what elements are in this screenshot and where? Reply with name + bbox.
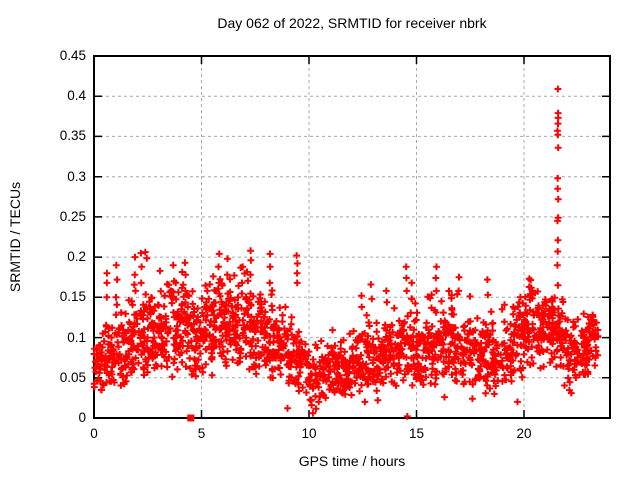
y-tick-label: 0.3 — [67, 168, 86, 184]
y-tick-label: 0.25 — [59, 208, 86, 224]
y-tick-label: 0.45 — [59, 48, 86, 63]
chart-title: Day 062 of 2022, SRMTID for receiver nbr… — [217, 15, 487, 31]
y-axis-label: SRMTID / TECUs — [7, 181, 23, 293]
plot-border — [93, 55, 611, 419]
y-tick-label: 0.1 — [67, 329, 86, 345]
x-tick-label: 15 — [408, 426, 425, 441]
y-tick-label: 0 — [78, 410, 86, 425]
axis-square-marker — [187, 414, 195, 422]
x-tick-label: 20 — [516, 426, 532, 441]
y-tick-label: 0.2 — [67, 249, 86, 265]
scatter-points — [90, 85, 602, 420]
x-axis-label: GPS time / hours — [298, 453, 406, 469]
x-tick-label: 5 — [197, 426, 206, 441]
y-tick-label: 0.15 — [59, 289, 86, 305]
y-tick-label: 0.35 — [59, 128, 86, 144]
x-tick-label: 0 — [90, 426, 98, 441]
x-tick-label: 10 — [301, 426, 317, 441]
y-tick-label: 0.05 — [59, 369, 86, 385]
y-tick-label: 0.4 — [67, 88, 86, 104]
